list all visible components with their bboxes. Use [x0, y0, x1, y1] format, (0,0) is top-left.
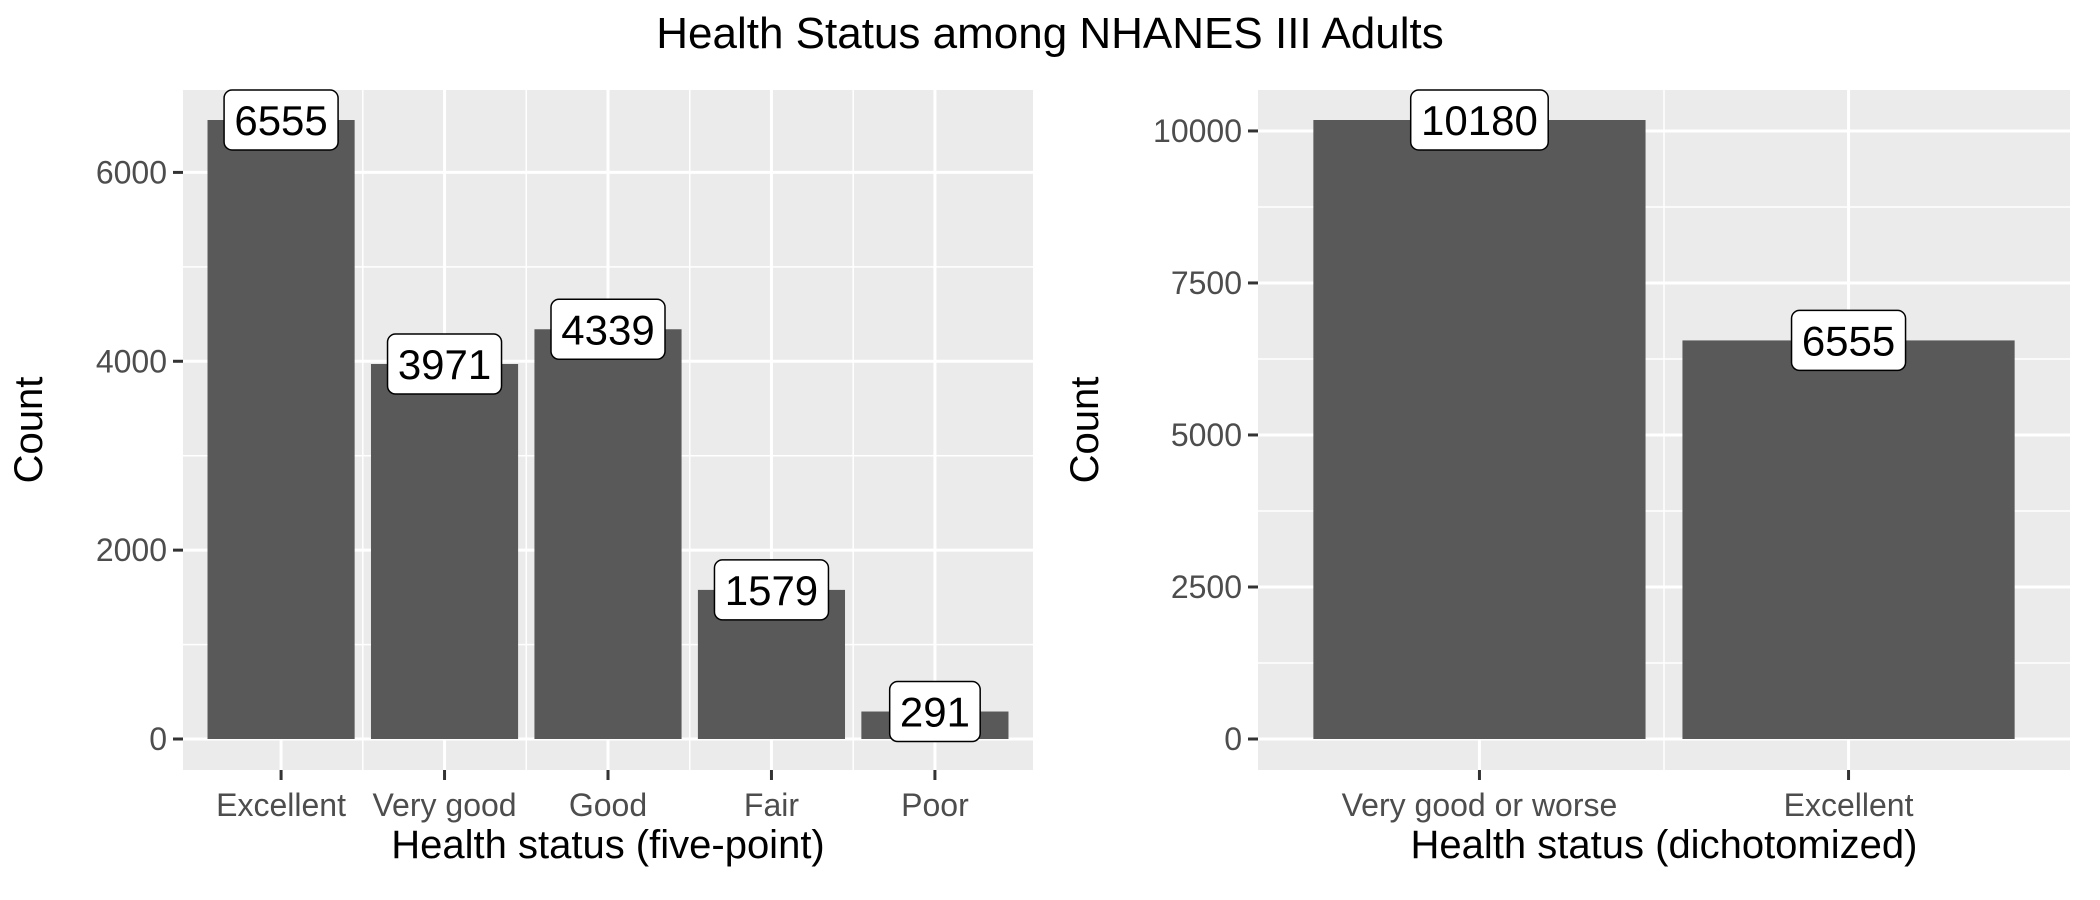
bar: [534, 329, 682, 739]
data-label-box: [1409, 89, 1549, 151]
data-label-box: [713, 559, 830, 621]
x-tick-label: Poor: [901, 787, 969, 823]
y-tick-label: 2500: [1171, 569, 1242, 605]
data-label: 6555: [1802, 317, 1895, 364]
data-label-box: [888, 680, 981, 743]
y-tick-label: 5000: [1171, 417, 1242, 453]
data-label-box: [550, 298, 666, 361]
data-label: 4339: [561, 306, 654, 353]
data-label: 1579: [725, 567, 818, 614]
data-label: 3971: [398, 341, 491, 388]
bar: [1313, 120, 1646, 739]
y-tick-label: 6000: [96, 154, 167, 190]
bar: [1682, 340, 2015, 739]
y-tick-label: 10000: [1153, 113, 1242, 149]
x-tick-label: Good: [569, 787, 647, 823]
x-axis-title: Health status (five-point): [391, 823, 825, 867]
bar: [207, 120, 355, 739]
panel-five-point: 0 2000 4000 6000 Excellent Very good Good Fair P…: [7, 89, 1033, 867]
data-label: 291: [900, 689, 970, 736]
x-axis-title: Health status (dichotomized): [1411, 823, 1918, 867]
y-tick-label: 0: [149, 721, 167, 757]
chart-title: Health Status among NHANES III Adults: [656, 9, 1444, 58]
x-tick-label: Fair: [744, 787, 799, 823]
panel-dichotomized: 0 2500 5000 7500 10000 Very good or worse Exce…: [1063, 89, 2070, 867]
x-tick-label: Very good: [372, 787, 516, 823]
x-tick-label: Very good or worse: [1342, 787, 1618, 823]
y-tick-label: 2000: [96, 532, 167, 568]
x-tick-label: Excellent: [216, 787, 346, 823]
data-label-box: [223, 89, 339, 151]
data-label: 6555: [234, 97, 327, 144]
data-label: 10180: [1421, 97, 1538, 144]
y-tick-label: 7500: [1171, 265, 1242, 301]
y-axis-title: Count: [1063, 377, 1107, 484]
y-tick-label: 4000: [96, 343, 167, 379]
y-tick-label: 0: [1224, 721, 1242, 757]
data-label-box: [1790, 309, 1907, 372]
bar: [370, 364, 519, 739]
x-tick-label: Excellent: [1784, 787, 1914, 823]
y-axis-title: Count: [7, 377, 51, 484]
data-label-box: [386, 333, 503, 395]
